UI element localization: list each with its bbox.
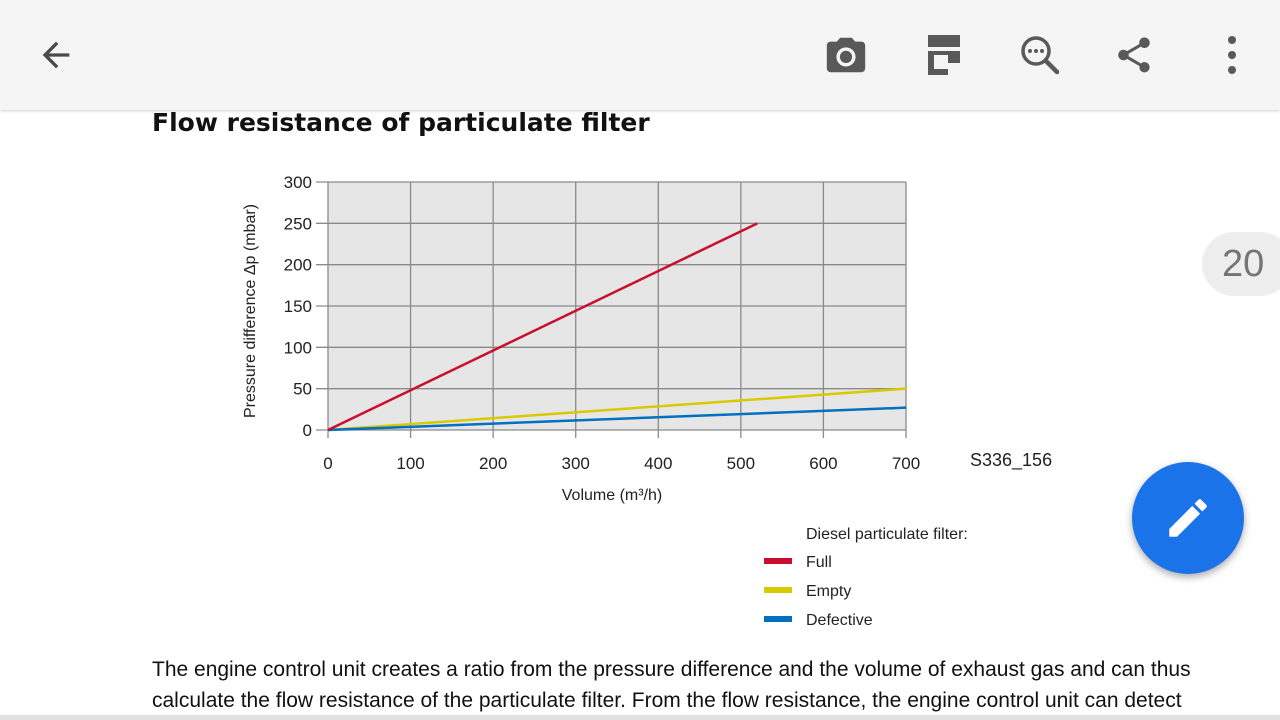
flow-resistance-chart: 0 100 200 300 400 500 600 700 0 50 100 150 200 250 300… xyxy=(242,173,1052,629)
app-toolbar xyxy=(0,0,1280,110)
y-tick-label: 200 xyxy=(284,256,312,275)
series-line-full xyxy=(327,222,758,432)
body-paragraph: The engine control unit creates a ratio … xyxy=(152,658,1191,712)
legend-title: Diesel particulate filter: xyxy=(806,526,968,543)
search-button[interactable] xyxy=(1012,27,1068,83)
edit-fab-button[interactable] xyxy=(1132,462,1244,574)
x-axis-label: Volume (m³/h) xyxy=(562,487,662,504)
legend-swatch-full xyxy=(764,558,792,564)
edit-pencil-icon xyxy=(1169,499,1207,537)
x-tick-label: 400 xyxy=(644,454,672,473)
x-tick-label: 200 xyxy=(479,454,507,473)
x-tick-label: 500 xyxy=(727,454,755,473)
legend-label-defective: Defective xyxy=(806,612,873,629)
screenshot-button[interactable] xyxy=(818,27,874,83)
share-button[interactable] xyxy=(1106,27,1162,83)
y-tick-label: 150 xyxy=(284,297,312,316)
y-tick-label: 0 xyxy=(303,421,312,440)
x-tick-label: 600 xyxy=(809,454,837,473)
x-tick-label: 700 xyxy=(892,454,920,473)
page-edge-divider xyxy=(0,715,1280,720)
x-tick-label: 0 xyxy=(323,454,332,473)
zoom-search-icon xyxy=(1021,36,1060,75)
document-title: Flow resistance of particulate filter xyxy=(152,110,650,137)
x-tick-label: 100 xyxy=(396,454,424,473)
y-tick-label: 100 xyxy=(284,338,312,357)
legend-swatch-defective xyxy=(764,616,792,622)
y-axis-label: Pressure difference Δp (mbar) xyxy=(242,204,259,418)
legend-swatch-empty xyxy=(764,587,792,593)
series-line-empty xyxy=(327,387,907,432)
bookmark-icon xyxy=(928,35,960,75)
more-options-button[interactable] xyxy=(1204,27,1260,83)
share-icon xyxy=(1118,37,1150,73)
y-tick-label: 50 xyxy=(293,380,312,399)
more-vertical-icon xyxy=(1228,36,1236,74)
camera-icon xyxy=(826,37,866,73)
document-page[interactable]: Flow resistance of particulate filter 0 1… xyxy=(0,110,1280,720)
bookmark-button[interactable] xyxy=(916,27,972,83)
y-tick-label: 250 xyxy=(284,214,312,233)
x-tick-label: 300 xyxy=(562,454,590,473)
legend-label-full: Full xyxy=(806,554,832,571)
page-number-badge: 20 xyxy=(1202,232,1280,296)
y-tick-label: 300 xyxy=(284,173,312,192)
legend-label-empty: Empty xyxy=(806,583,851,600)
back-button[interactable] xyxy=(28,27,84,83)
series-line-defective xyxy=(327,406,907,432)
figure-code-label: S336_156 xyxy=(970,450,1052,471)
arrow-back-icon xyxy=(42,41,70,69)
